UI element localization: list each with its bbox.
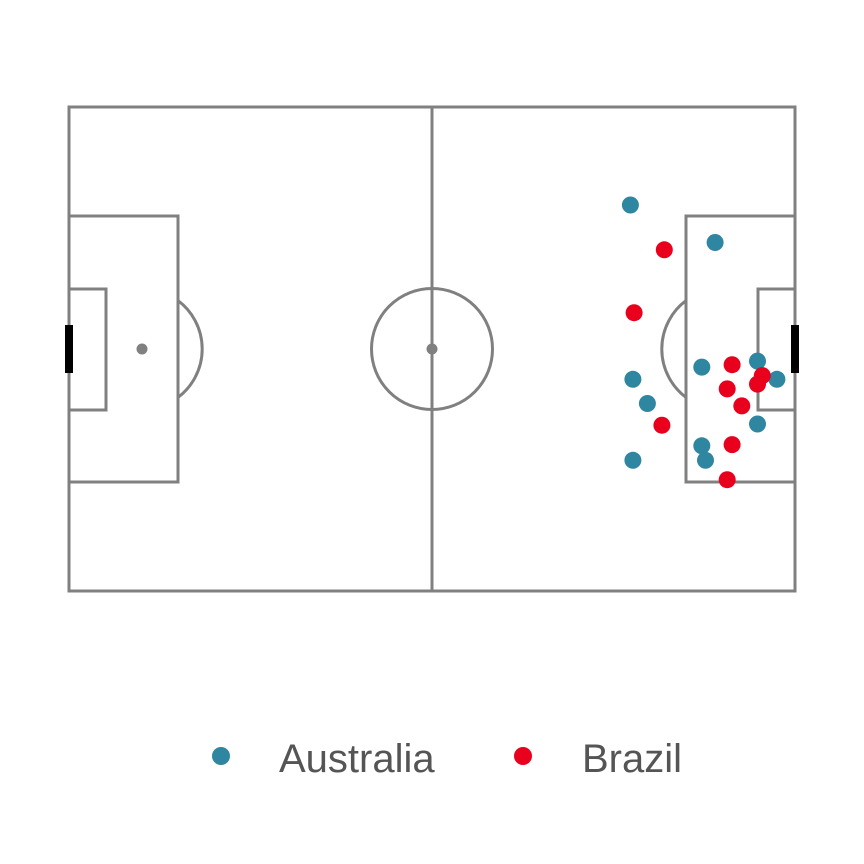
shot-point-australia-9	[693, 437, 711, 455]
shot-points	[621, 196, 786, 489]
shot-point-brazil-2	[625, 304, 643, 322]
shot-point-brazil-6	[718, 380, 736, 398]
legend-label-brazil: Brazil	[582, 737, 682, 781]
shot-point-brazil-10	[718, 471, 736, 489]
right-goal	[791, 325, 799, 373]
shot-point-australia-8	[749, 415, 766, 433]
center-circle	[370, 287, 494, 411]
football-pitch	[65, 105, 799, 593]
shot-point-brazil-5	[749, 375, 766, 393]
left-penalty-arc	[177, 299, 204, 399]
left-penalty-spot	[136, 343, 148, 355]
center-spot	[426, 343, 438, 355]
left-penalty-area	[67, 214, 180, 484]
shot-point-australia-10	[697, 451, 714, 469]
shot-point-australia-5	[768, 370, 786, 388]
shot-point-brazil-9	[723, 436, 741, 454]
shot-point-australia-4	[749, 352, 766, 370]
legend-marker-brazil	[514, 747, 532, 765]
left-six-yard-box	[67, 287, 108, 412]
legend-label-australia: Australia	[279, 737, 435, 781]
shot-point-brazil-1	[655, 241, 673, 259]
shot-point-australia-3	[693, 358, 711, 376]
legend-marker-australia	[212, 747, 230, 765]
shot-point-australia-1	[621, 196, 639, 214]
shot-point-australia-2	[706, 234, 724, 251]
shot-point-australia-11	[624, 451, 642, 469]
shot-point-brazil-7	[733, 397, 751, 415]
shot-point-australia-6	[624, 370, 642, 388]
shot-point-australia-7	[638, 395, 656, 412]
shot-point-brazil-3	[723, 356, 741, 374]
shot-point-brazil-8	[653, 416, 671, 434]
right-penalty-arc	[660, 299, 687, 399]
legend: Australia Brazil	[212, 737, 682, 781]
right-six-yard-box	[756, 287, 797, 412]
left-goal	[65, 325, 73, 373]
